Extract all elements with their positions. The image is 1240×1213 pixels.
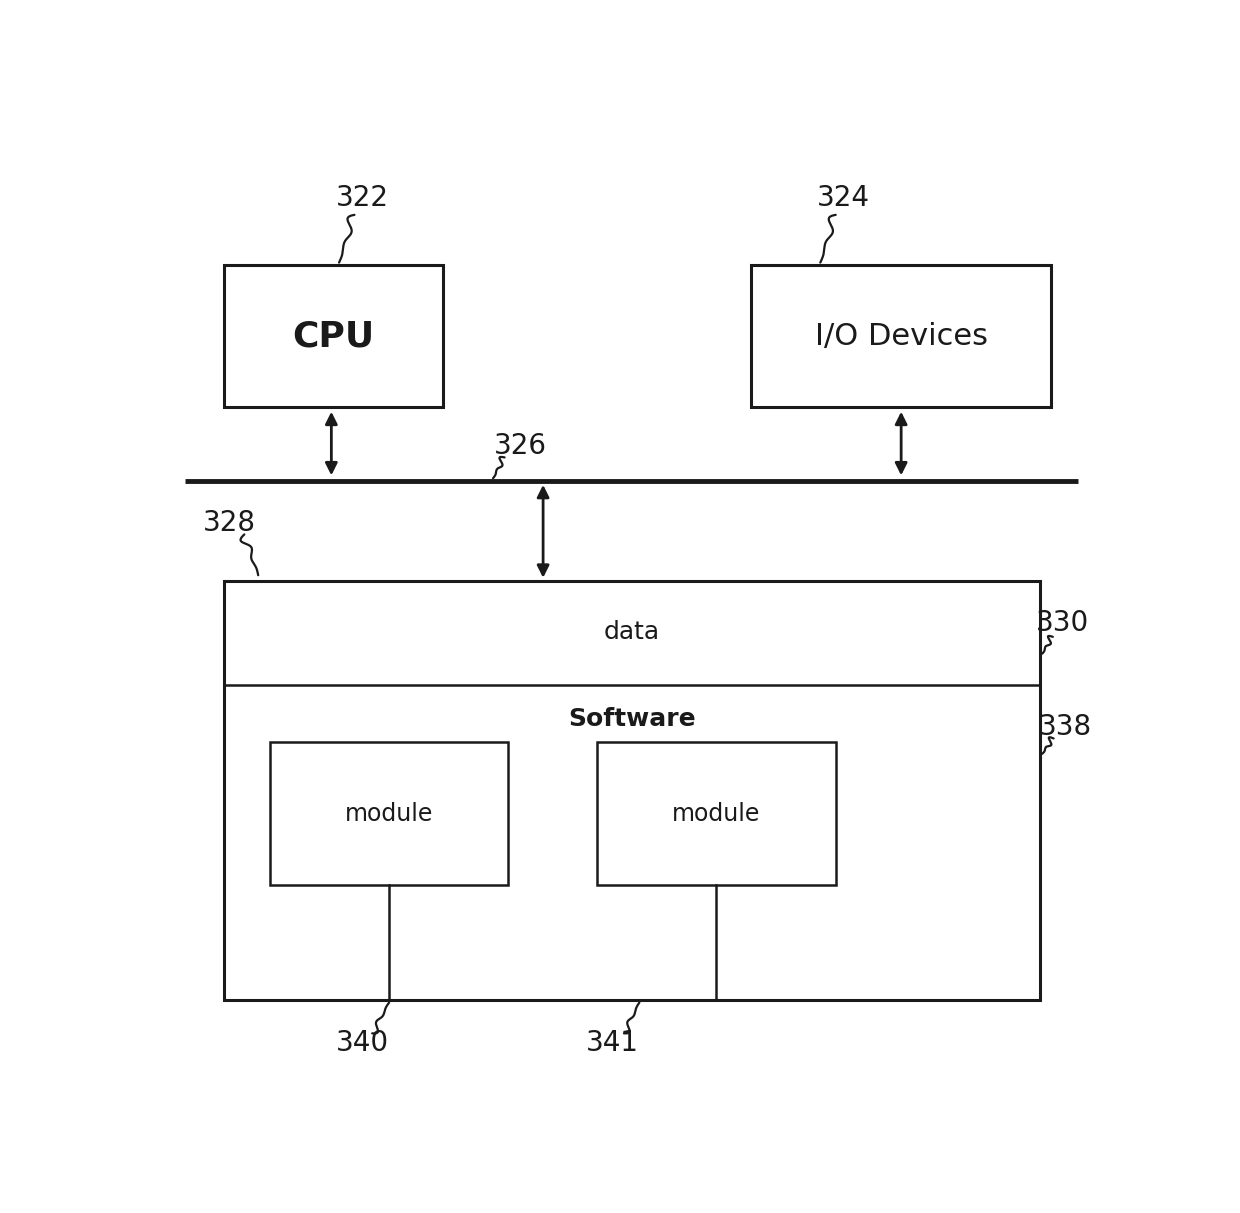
Bar — [270, 742, 508, 884]
Text: module: module — [672, 802, 760, 826]
Text: 326: 326 — [494, 432, 547, 460]
Bar — [223, 264, 443, 408]
Text: CPU: CPU — [293, 319, 374, 353]
Text: 324: 324 — [817, 184, 870, 212]
Text: I/O Devices: I/O Devices — [815, 321, 987, 351]
Text: Software: Software — [568, 707, 696, 731]
Text: 330: 330 — [1037, 609, 1090, 637]
Text: 341: 341 — [585, 1029, 639, 1057]
Text: 340: 340 — [336, 1029, 388, 1057]
Text: 328: 328 — [202, 509, 255, 537]
Text: 322: 322 — [336, 184, 388, 212]
Bar — [596, 742, 836, 884]
Bar — [751, 264, 1052, 408]
Text: data: data — [604, 620, 660, 644]
Text: 338: 338 — [1039, 713, 1091, 741]
Bar — [223, 581, 1040, 1001]
Text: module: module — [345, 802, 433, 826]
